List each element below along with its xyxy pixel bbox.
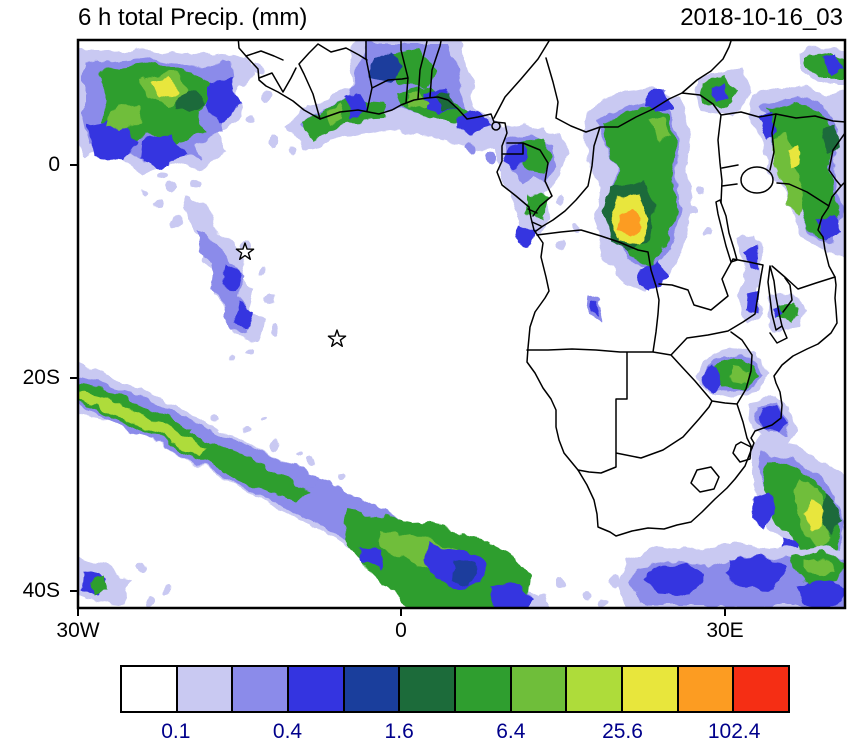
x-tick-label-30w: 30W: [56, 619, 100, 642]
x-tick-label-0: 0: [395, 619, 407, 642]
y-tick-label-20s: 20S: [22, 366, 60, 389]
colorbar-cell: [567, 667, 624, 711]
precip-region-frontal-band: [79, 365, 548, 607]
geography-layer: [237, 41, 844, 537]
precip-region-cameroon-gabon: [494, 123, 578, 248]
colorbar-cell: [400, 667, 457, 711]
precip-region-guinea-coast: [286, 41, 520, 173]
colorbar-label: 0.1: [161, 720, 191, 743]
precip-region-congo: [583, 88, 710, 322]
axis-ticks: [70, 164, 726, 616]
colorbar-cell: [289, 667, 345, 711]
precip-region-zambezi: [698, 292, 806, 446]
storm-marker: [235, 242, 255, 260]
borders-central-africa: [493, 41, 777, 232]
y-tick-label-40s: 40S: [22, 579, 60, 602]
colorbar-cell: [623, 667, 679, 711]
precipitation-layer: [79, 41, 844, 607]
colorbar-label: 6.4: [496, 720, 526, 743]
borders-east-africa: [769, 113, 844, 207]
colorbar-cell: [511, 667, 568, 711]
y-tick-label-0: 0: [48, 153, 60, 176]
colorbar-label: 0.4: [272, 720, 303, 743]
storm-marker: [327, 329, 347, 347]
colorbar: [120, 665, 790, 713]
colorbar-cell: [122, 667, 178, 711]
colorbar-label: 25.6: [602, 720, 643, 743]
lake-tanganyika: [715, 199, 738, 263]
precip-region-northwest: [79, 48, 296, 193]
borders-west-africa: [245, 41, 442, 120]
map-frame: [76, 38, 847, 610]
page-title: 6 h total Precip. (mm): [78, 4, 308, 31]
precip-region-indian-ocean: [541, 436, 844, 607]
colorbar-cell: [456, 667, 512, 711]
timestamp-label: 2018-10-16_03: [680, 4, 843, 31]
lake-malawi: [767, 265, 783, 331]
colorbar-label: 1.6: [384, 720, 414, 743]
storm-markers: [235, 242, 347, 347]
x-tick-label-30e: 30E: [706, 619, 744, 642]
colorbar-cell: [734, 667, 789, 711]
colorbar-cell: [678, 667, 735, 711]
colorbar-labels: 0.1 0.4 1.6 6.4 25.6 102.4: [120, 714, 790, 746]
colorbar-label: 102.4: [707, 720, 761, 743]
precip-region-atlantic-drizzle: [153, 180, 280, 359]
lake-victoria: [740, 166, 774, 194]
border-eswatini: [732, 441, 752, 463]
colorbar-cell: [177, 667, 234, 711]
borders-southern-africa: [526, 229, 836, 474]
coastline: [237, 41, 844, 537]
colorbar-cell: [344, 667, 401, 711]
colorbar-cell: [233, 667, 290, 711]
precip-region-east-africa: [694, 46, 844, 326]
bioko-island: [491, 121, 501, 131]
border-lesotho: [690, 466, 720, 493]
